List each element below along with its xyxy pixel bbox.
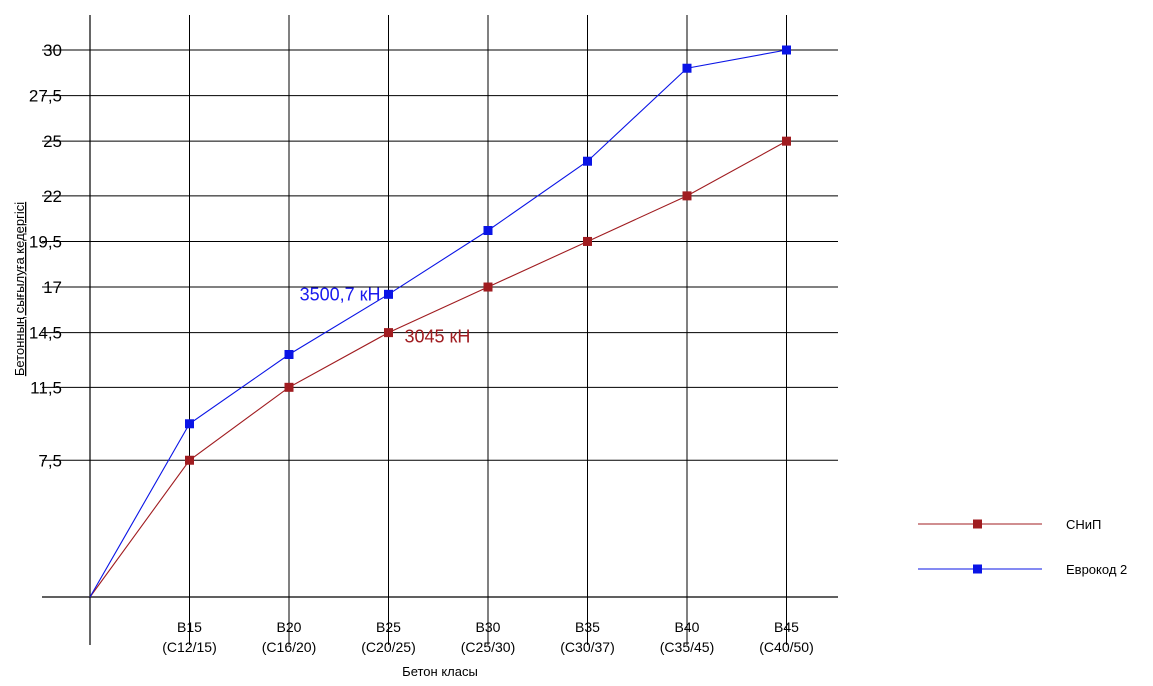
y-tick-label: 14,5	[29, 324, 62, 343]
x-tick-label: B25	[376, 619, 401, 635]
y-axis-label: Бетонның сығылуға кедергісі	[12, 202, 27, 376]
data-annotation: 3045 кН	[405, 327, 471, 347]
data-point-s2	[483, 226, 493, 236]
data-point-s1	[583, 236, 592, 246]
y-tick-label: 22	[43, 187, 62, 206]
x-tick-sublabel: (C16/20)	[262, 639, 316, 655]
data-point-s1	[384, 328, 393, 338]
data-point-s1	[284, 382, 294, 392]
data-point-s1	[782, 136, 791, 146]
data-point-s2	[583, 156, 592, 166]
data-annotation: 3500,7 кН	[300, 284, 381, 304]
y-tick-label: 30	[43, 41, 62, 60]
data-point-s2	[384, 289, 393, 299]
y-tick-label: 7,5	[38, 451, 62, 470]
data-point-s2	[185, 419, 194, 429]
x-tick-sublabel: (C25/30)	[461, 639, 515, 655]
x-tick-labels: B15 (C12/15) B20 (C16/20) B25 (C20/25) B30 (C25…	[162, 619, 813, 655]
y-tick-label: 25	[43, 132, 62, 151]
data-point-s1	[185, 455, 194, 465]
data-point-s2	[284, 349, 294, 359]
data-point-s1	[483, 282, 493, 292]
series-line-2	[89, 49, 787, 598]
x-tick-label: B40	[675, 619, 700, 635]
y-tick-label: 17	[43, 278, 62, 297]
annotations: 3500,7 кН 3045 кН	[300, 284, 471, 346]
legend-swatch-marker	[973, 564, 982, 574]
x-tick-label: B35	[575, 619, 600, 635]
data-point-s2	[782, 45, 791, 55]
x-tick-sublabel: (C35/45)	[660, 639, 714, 655]
x-tick-label: B45	[774, 619, 799, 635]
y-tick-label: 27,5	[29, 87, 62, 106]
data-point-s2	[682, 63, 692, 73]
x-tick-label: B30	[476, 619, 501, 635]
y-tick-label: 19,5	[29, 232, 62, 251]
x-tick-sublabel: (C40/50)	[759, 639, 813, 655]
x-tick-label: B15	[177, 619, 202, 635]
y-tick-labels: 7,5 11,5 14,5 17 19,5 22 25 27,5 30	[29, 41, 62, 470]
legend-swatch-marker	[973, 519, 982, 529]
legend-label: Еврокод 2	[1066, 562, 1127, 577]
x-tick-sublabel: (C12/15)	[162, 639, 216, 655]
x-tick-label: B20	[277, 619, 302, 635]
data-point-s1	[682, 191, 692, 201]
y-tick-label: 11,5	[30, 378, 62, 397]
legend-label: СНиП	[1066, 517, 1101, 532]
x-tick-sublabel: (C30/37)	[560, 639, 614, 655]
legend: СНиП Еврокод 2	[918, 517, 1127, 577]
x-axis-label: Бетон класы	[402, 664, 478, 679]
series-layer	[89, 45, 791, 598]
x-tick-sublabel: (C20/25)	[361, 639, 415, 655]
series-line-1	[89, 140, 787, 598]
